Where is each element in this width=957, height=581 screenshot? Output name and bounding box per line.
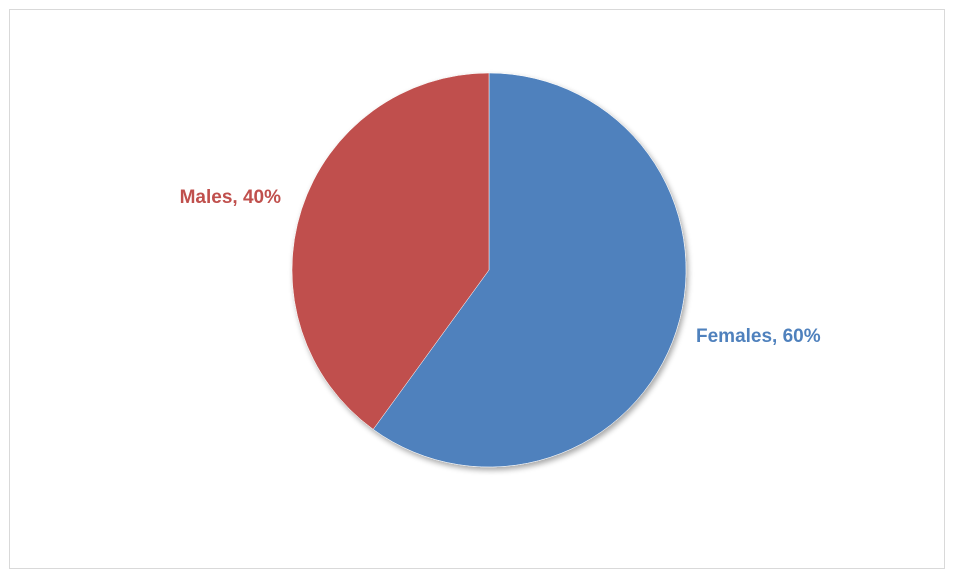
- pie-slice-females: [372, 72, 687, 468]
- pie-slices: [291, 72, 687, 468]
- pie-slice-males: [291, 72, 490, 430]
- data-label-females: Females, 60%: [696, 326, 821, 347]
- pie-data-labels: Females, 60% Males, 40%: [180, 187, 821, 347]
- pie-chart: Females, 60% Males, 40%: [180, 72, 821, 468]
- data-label-males: Males, 40%: [180, 187, 281, 208]
- chart-area: Females, 60% Males, 40%: [9, 9, 945, 569]
